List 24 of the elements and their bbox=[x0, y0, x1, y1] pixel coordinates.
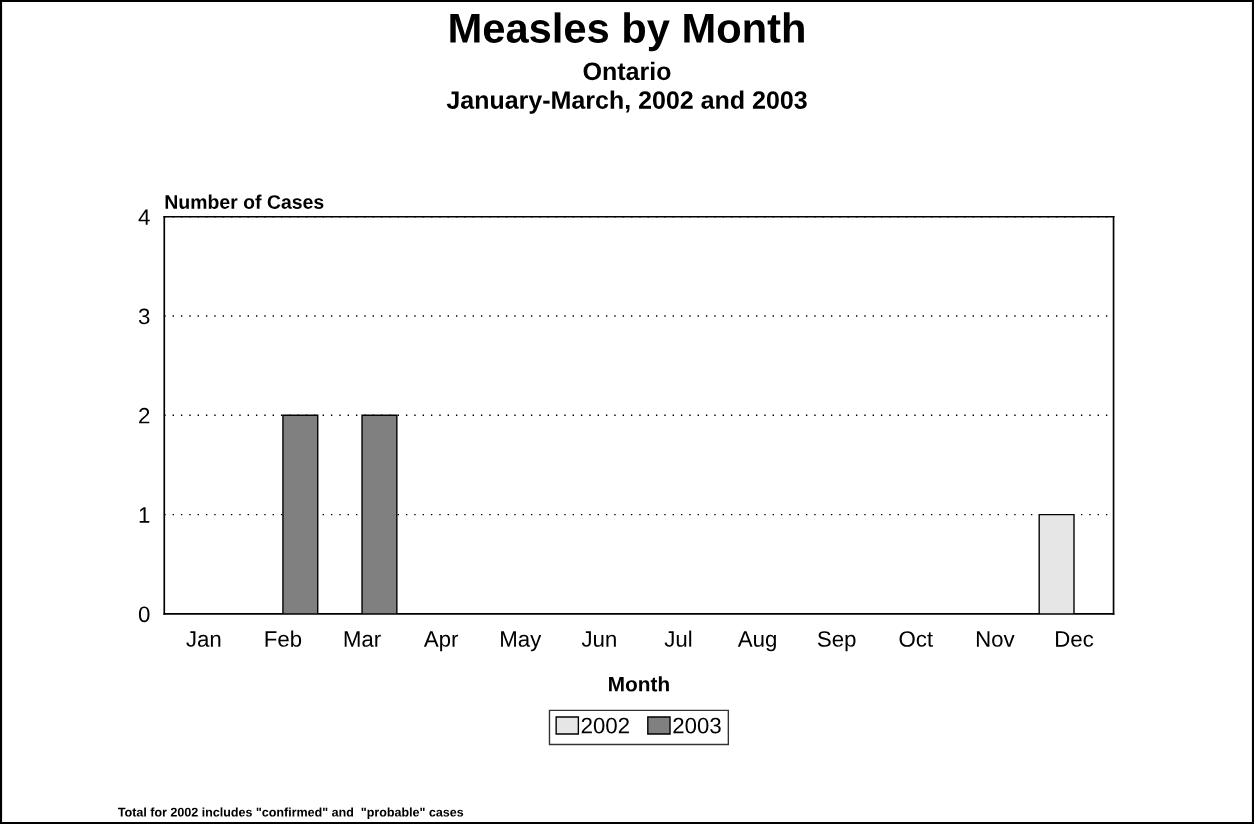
x-tick-label: Oct bbox=[899, 631, 933, 647]
legend-label: 2003 bbox=[673, 717, 721, 734]
x-tick-label: Apr bbox=[423, 631, 459, 652]
y-tick-label: 4 bbox=[138, 209, 150, 225]
y-tick-label: 3 bbox=[138, 308, 150, 325]
x-tick-label: May bbox=[501, 631, 542, 652]
y-axis-title: Number of Cases bbox=[165, 194, 324, 209]
legend-label: 2002 bbox=[581, 717, 629, 734]
y-tick-label: 1 bbox=[139, 507, 150, 523]
x-tick-label: Mar bbox=[344, 631, 381, 647]
x-tick-label: Jul bbox=[664, 630, 692, 647]
x-axis-title: Month bbox=[609, 676, 669, 692]
x-tick-label: Feb bbox=[265, 630, 302, 647]
y-tick-label: 2 bbox=[139, 407, 150, 424]
text: Total for 2002 includes "confirmed" and "probable" cases bbox=[118, 807, 464, 820]
y-tick-label: 0 bbox=[138, 606, 150, 623]
chart-title: Measles by Month bbox=[450, 12, 804, 52]
x-tick-label: Nov bbox=[976, 631, 1015, 647]
x-tick-label: Sep bbox=[817, 631, 856, 652]
x-tick-label: Jun bbox=[581, 631, 616, 647]
x-tick-label: Aug bbox=[737, 631, 776, 652]
chart-subtitle: Ontario January-March, 2002 and 2003 bbox=[446, 61, 807, 114]
x-tick-label: Jan bbox=[186, 631, 221, 647]
x-tick-label: Dec bbox=[1056, 631, 1094, 647]
